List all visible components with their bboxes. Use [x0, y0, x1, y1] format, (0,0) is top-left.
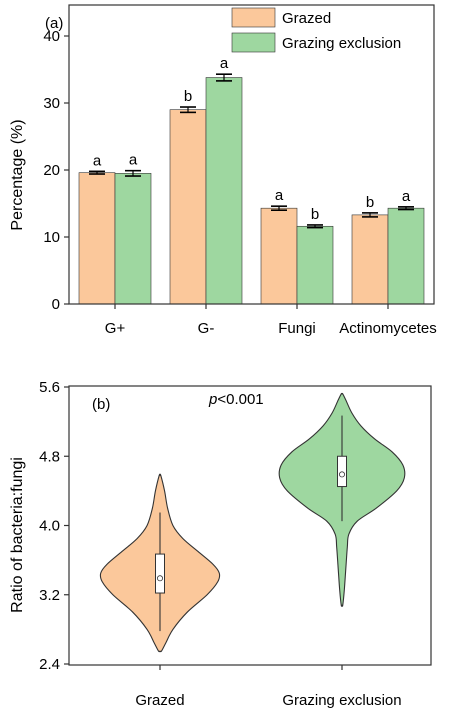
- significance-letter: a: [402, 188, 411, 205]
- bar-grazing-exclusion-g: [114, 173, 152, 305]
- panel-label-a: (a): [45, 15, 63, 32]
- significance-letter: b: [366, 194, 374, 211]
- bar-chart-x-tick-labels: G+ G- Fungi Actinomycetes: [105, 304, 437, 337]
- significance-letter: b: [184, 88, 192, 105]
- bar-chart-y-axis-label: Percentage (%): [9, 119, 26, 230]
- violin-chart-violins: [99, 392, 406, 653]
- bar-grazed-fungi: [260, 207, 298, 305]
- y-tick-label: 4.8: [39, 448, 60, 465]
- x-tick-label-actinomycetes: Actinomycetes: [339, 320, 437, 337]
- x-tick-label-grazed: Grazed: [135, 692, 184, 709]
- bar-grazing-exclusion-fungi: [296, 225, 334, 305]
- legend-swatch-grazing-exclusion: [231, 32, 276, 53]
- significance-letter: a: [93, 152, 102, 169]
- bar-chart-panel: (a) Percentage (%) 0 10 20 30 40 a a b a a b b a G+…: [9, 4, 437, 337]
- y-tick-label: 5.6: [39, 379, 60, 396]
- significance-letter: a: [129, 152, 138, 169]
- y-tick-label: 10: [43, 229, 60, 246]
- y-tick-label: 20: [43, 162, 60, 179]
- box-grazed: [155, 553, 165, 594]
- y-tick-label: 30: [43, 95, 60, 112]
- significance-letter: a: [220, 55, 229, 72]
- x-tick-label-g: G-: [198, 320, 215, 337]
- p-value-text: <0.001: [217, 391, 263, 408]
- legend-label-grazed: Grazed: [282, 10, 331, 27]
- bar-grazing-exclusion-g: [205, 77, 243, 305]
- panel-label-b: (b): [92, 396, 110, 413]
- mean-marker-grazed: [156, 575, 163, 582]
- significance-letter: a: [275, 187, 284, 204]
- bar-chart-legend: Grazed Grazing exclusion: [231, 7, 401, 53]
- x-tick-label-g: G+: [105, 320, 126, 337]
- violin-chart-frame: [68, 385, 432, 666]
- bar-chart-bars: a a b a a b b a: [78, 55, 425, 305]
- legend-swatch-grazed: [231, 7, 276, 28]
- y-tick-label: 40: [43, 28, 60, 45]
- y-tick-label: 4.0: [39, 518, 60, 535]
- p-value-symbol: p: [208, 391, 217, 408]
- bar-grazed-g: [78, 172, 116, 305]
- x-tick-label-grazing-exclusion: Grazing exclusion: [282, 692, 401, 709]
- significance-letter: b: [311, 206, 319, 223]
- bar-grazed-g: [169, 109, 207, 305]
- bar-grazing-exclusion-actinomycetes: [387, 207, 425, 305]
- y-tick-label: 2.4: [39, 656, 60, 673]
- bar-chart-frame: [68, 4, 435, 305]
- legend-label-grazing-exclusion: Grazing exclusion: [282, 35, 401, 52]
- y-tick-label: 3.2: [39, 587, 60, 604]
- violin-chart-x-tick-labels: Grazed Grazing exclusion: [135, 665, 402, 709]
- violin-chart-y-axis-label: Ratio of bacteria:fungi: [9, 457, 26, 613]
- violin-chart-y-ticks: 2.4 3.2 4.0 4.8 5.6: [39, 379, 69, 673]
- x-tick-label-fungi: Fungi: [278, 320, 316, 337]
- y-tick-label: 0: [52, 296, 60, 313]
- violin-chart-panel: (b) p<0.001 Ratio of bacteria:fungi 2.4 3…: [9, 379, 432, 709]
- box-grazing-exclusion: [337, 455, 347, 488]
- bar-chart-y-ticks: 0 10 20 30 40: [43, 28, 69, 313]
- bar-grazed-actinomycetes: [351, 214, 389, 305]
- p-value-annotation: p<0.001: [208, 391, 264, 408]
- mean-marker-grazing-exclusion: [338, 471, 345, 478]
